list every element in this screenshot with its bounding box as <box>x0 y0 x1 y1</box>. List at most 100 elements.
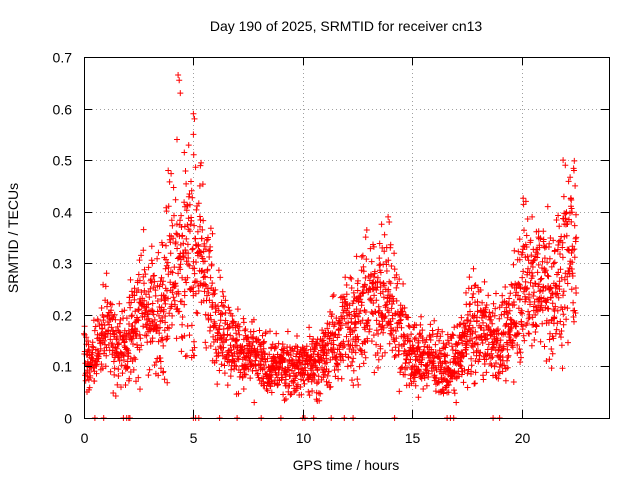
data-point <box>97 345 104 352</box>
data-point <box>348 285 355 291</box>
data-point <box>526 291 533 298</box>
data-point <box>207 343 214 349</box>
data-point <box>550 335 557 342</box>
data-point <box>352 349 359 356</box>
data-point <box>551 247 558 254</box>
data-point <box>519 323 526 330</box>
data-point <box>130 341 136 347</box>
data-point <box>472 328 479 335</box>
data-point <box>281 397 288 404</box>
data-point <box>176 308 183 315</box>
data-point <box>526 311 533 318</box>
data-point <box>399 308 406 315</box>
data-point <box>236 323 243 330</box>
data-point <box>170 294 177 301</box>
data-point <box>129 312 136 319</box>
data-point <box>127 276 134 283</box>
data-point <box>482 304 489 311</box>
data-point <box>504 314 511 321</box>
data-point <box>219 349 226 356</box>
data-point <box>221 332 228 339</box>
data-point <box>420 386 427 392</box>
data-point <box>438 364 445 371</box>
data-point <box>485 292 492 299</box>
data-point <box>201 288 208 295</box>
data-point <box>435 326 442 333</box>
data-point <box>513 323 520 330</box>
data-point <box>555 212 562 219</box>
data-point <box>218 299 225 306</box>
data-point <box>188 187 195 194</box>
data-point <box>381 248 388 255</box>
data-point <box>203 344 210 351</box>
data-point <box>146 294 153 301</box>
data-point <box>397 317 403 324</box>
data-point <box>544 272 551 279</box>
data-point <box>508 324 515 331</box>
data-point <box>433 366 440 373</box>
data-point <box>358 253 365 260</box>
data-point <box>323 350 330 357</box>
data-point <box>272 344 279 351</box>
data-point <box>524 285 531 292</box>
data-point <box>196 182 203 189</box>
data-point <box>177 90 184 97</box>
data-point <box>360 360 367 367</box>
data-point <box>382 313 389 320</box>
data-point <box>373 341 380 348</box>
data-point <box>463 351 470 357</box>
data-point <box>345 354 352 361</box>
data-point <box>274 382 281 389</box>
data-point <box>555 242 562 248</box>
data-point <box>558 328 565 334</box>
data-point <box>538 275 545 282</box>
data-point <box>408 331 415 338</box>
data-point <box>194 310 201 317</box>
data-point <box>375 330 382 337</box>
data-point <box>544 259 551 266</box>
data-point <box>136 331 143 338</box>
data-point <box>221 370 228 377</box>
data-point <box>538 294 545 301</box>
data-point <box>418 313 425 320</box>
data-point <box>373 297 380 304</box>
data-point <box>559 239 566 246</box>
data-point <box>240 349 247 356</box>
data-point <box>538 298 545 305</box>
data-point <box>125 350 132 357</box>
data-point <box>366 326 373 333</box>
data-point <box>544 296 551 303</box>
data-point <box>156 324 163 331</box>
data-point <box>398 316 404 323</box>
data-point <box>356 363 363 370</box>
data-point <box>133 378 139 385</box>
data-point <box>427 337 434 343</box>
data-point <box>444 352 451 359</box>
data-point <box>362 234 369 241</box>
data-point <box>370 332 377 339</box>
data-point <box>151 278 158 285</box>
data-point <box>184 222 191 228</box>
data-point <box>164 335 171 342</box>
data-point <box>110 390 117 396</box>
data-point <box>417 330 423 337</box>
data-point <box>86 347 93 354</box>
data-point <box>546 240 553 247</box>
data-point <box>541 244 548 251</box>
data-point <box>551 259 558 266</box>
data-point <box>197 223 203 230</box>
data-point <box>347 362 354 369</box>
data-point <box>242 371 249 378</box>
data-point <box>84 373 91 380</box>
data-point <box>449 331 456 338</box>
data-point <box>415 394 422 401</box>
data-point <box>492 305 499 312</box>
data-point <box>573 234 580 241</box>
data-point <box>159 281 166 288</box>
data-point <box>354 333 361 340</box>
data-point <box>358 299 365 306</box>
data-point <box>138 342 145 349</box>
data-point <box>102 363 109 370</box>
data-point <box>133 328 140 335</box>
data-point <box>197 217 204 223</box>
